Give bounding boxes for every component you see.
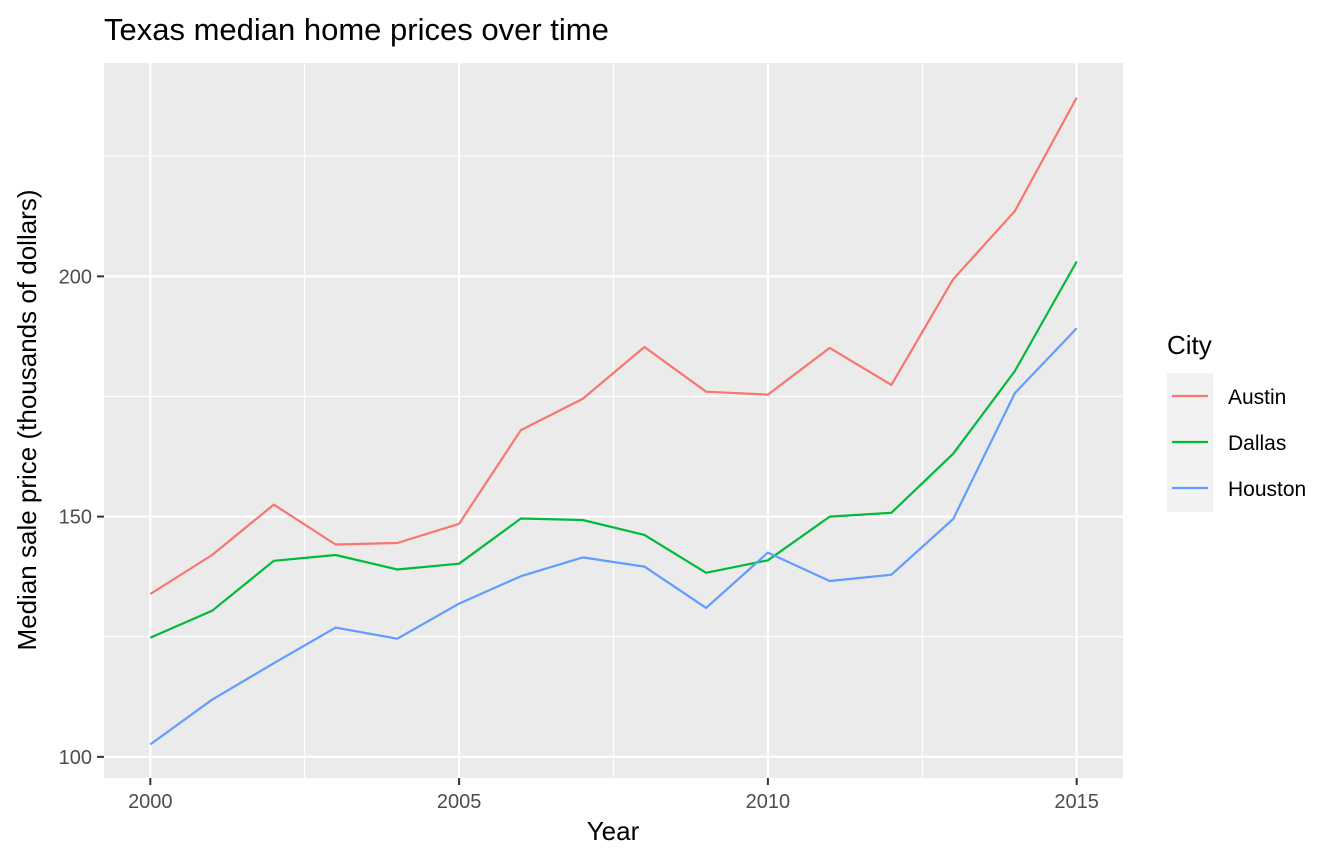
y-tick-label: 200	[59, 266, 92, 288]
series-line-houston	[149, 327, 1078, 746]
y-tick-label: 150	[59, 507, 92, 529]
legend-label-houston: Houston	[1228, 478, 1306, 501]
series-line-austin	[149, 97, 1078, 595]
legend-title: City	[1167, 330, 1212, 360]
legend-items: Austin Dallas Houston	[1172, 386, 1306, 501]
chart-title: Texas median home prices over time	[104, 12, 609, 47]
x-axis-title: Year	[587, 816, 640, 846]
x-axis: 2000 2005 2010 2015	[128, 778, 1099, 813]
x-tick-label: 2000	[128, 791, 173, 813]
legend-label-dallas: Dallas	[1228, 432, 1286, 455]
series-lines	[149, 97, 1078, 746]
legend-label-austin: Austin	[1228, 386, 1286, 409]
grid-minor	[104, 63, 1123, 778]
x-tick-label: 2010	[746, 791, 791, 813]
series-line-dallas	[149, 260, 1078, 639]
y-tick-label: 100	[59, 747, 92, 769]
y-axis-title: Median sale price (thousands of dollars)	[12, 189, 42, 650]
x-tick-label: 2015	[1054, 791, 1099, 813]
y-axis: 100 150 200	[59, 266, 104, 769]
legend: City Austin Dallas Houston	[1167, 330, 1306, 512]
x-tick-label: 2005	[437, 791, 482, 813]
